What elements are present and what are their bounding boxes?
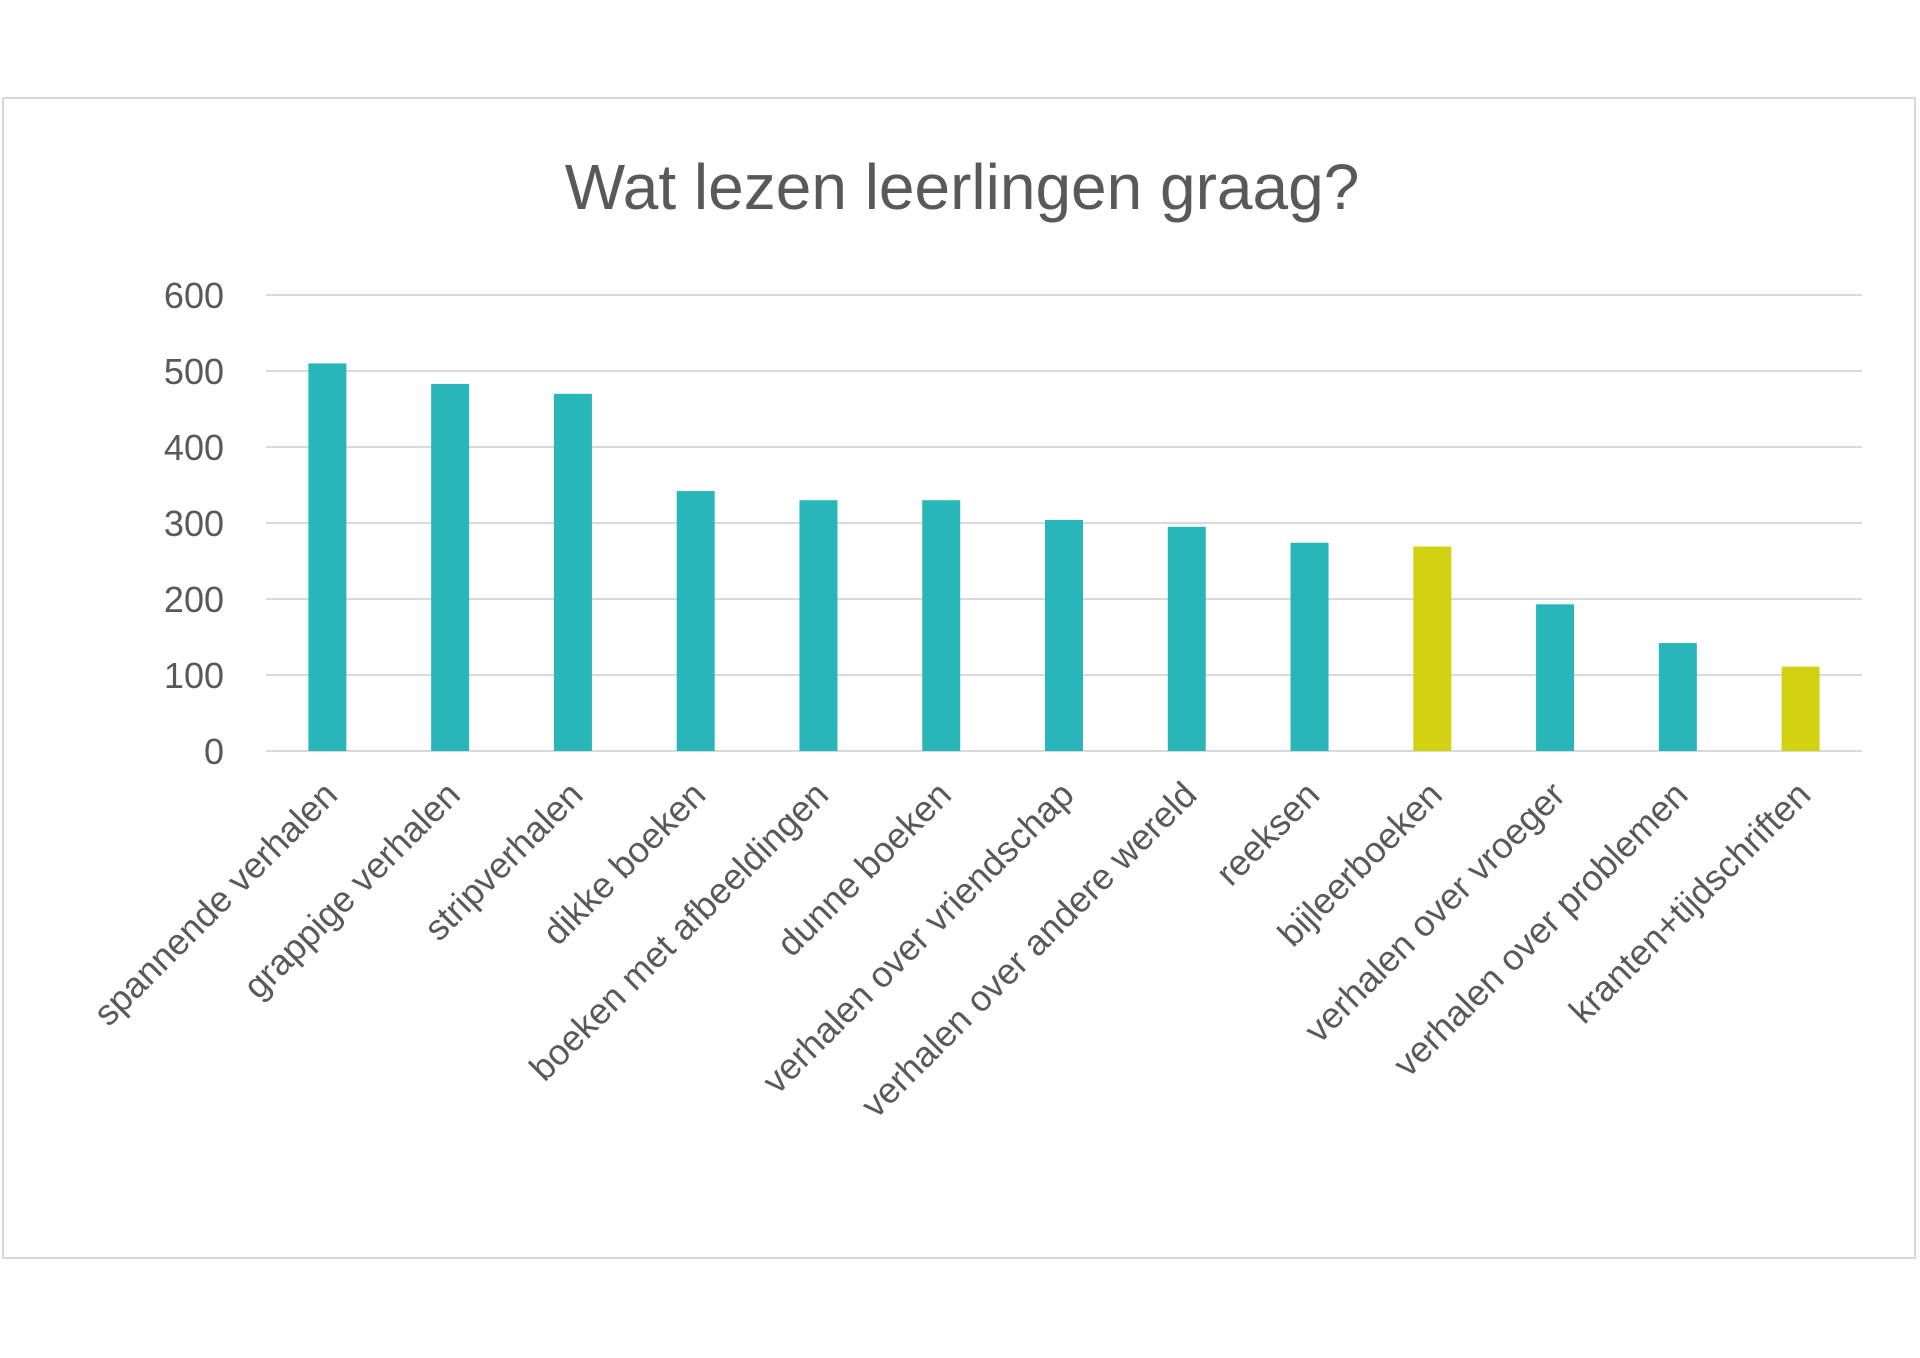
bar-13	[1781, 666, 1820, 751]
y-tick-label: 500	[164, 351, 224, 392]
bar-7	[1045, 519, 1083, 751]
bar-8	[1167, 526, 1206, 751]
chart-frame: Wat lezen leerlingen graag? 0 100 200 300 40…	[2, 97, 1916, 1259]
bar-4	[676, 491, 715, 751]
bar-1	[308, 363, 347, 751]
y-tick-label: 600	[164, 275, 224, 316]
bar-9	[1290, 542, 1329, 751]
bar-11	[1536, 604, 1575, 751]
bar-6	[922, 500, 961, 751]
bar-5	[799, 500, 838, 751]
y-axis-ticks: 0 100 200 300 400 500 600	[164, 275, 224, 772]
x-category-label: spannende verhalen	[85, 774, 345, 1034]
bar-10	[1413, 546, 1452, 751]
x-category-label: kranten+tijdschriften	[1561, 774, 1819, 1032]
y-tick-label: 0	[204, 731, 224, 772]
x-category-label: reeksen	[1208, 774, 1328, 894]
y-tick-label: 200	[164, 579, 224, 620]
bar-2	[431, 383, 470, 751]
bar-3	[553, 393, 592, 751]
bar-chart: Wat lezen leerlingen graag? 0 100 200 300 40…	[85, 151, 1862, 1126]
y-tick-label: 300	[164, 503, 224, 544]
x-category-label: grappige verhalen	[235, 774, 468, 1007]
chart-title: Wat lezen leerlingen graag?	[565, 151, 1360, 223]
bars	[308, 363, 1820, 751]
y-tick-label: 400	[164, 427, 224, 468]
y-tick-label: 100	[164, 655, 224, 696]
bar-12	[1658, 643, 1697, 751]
